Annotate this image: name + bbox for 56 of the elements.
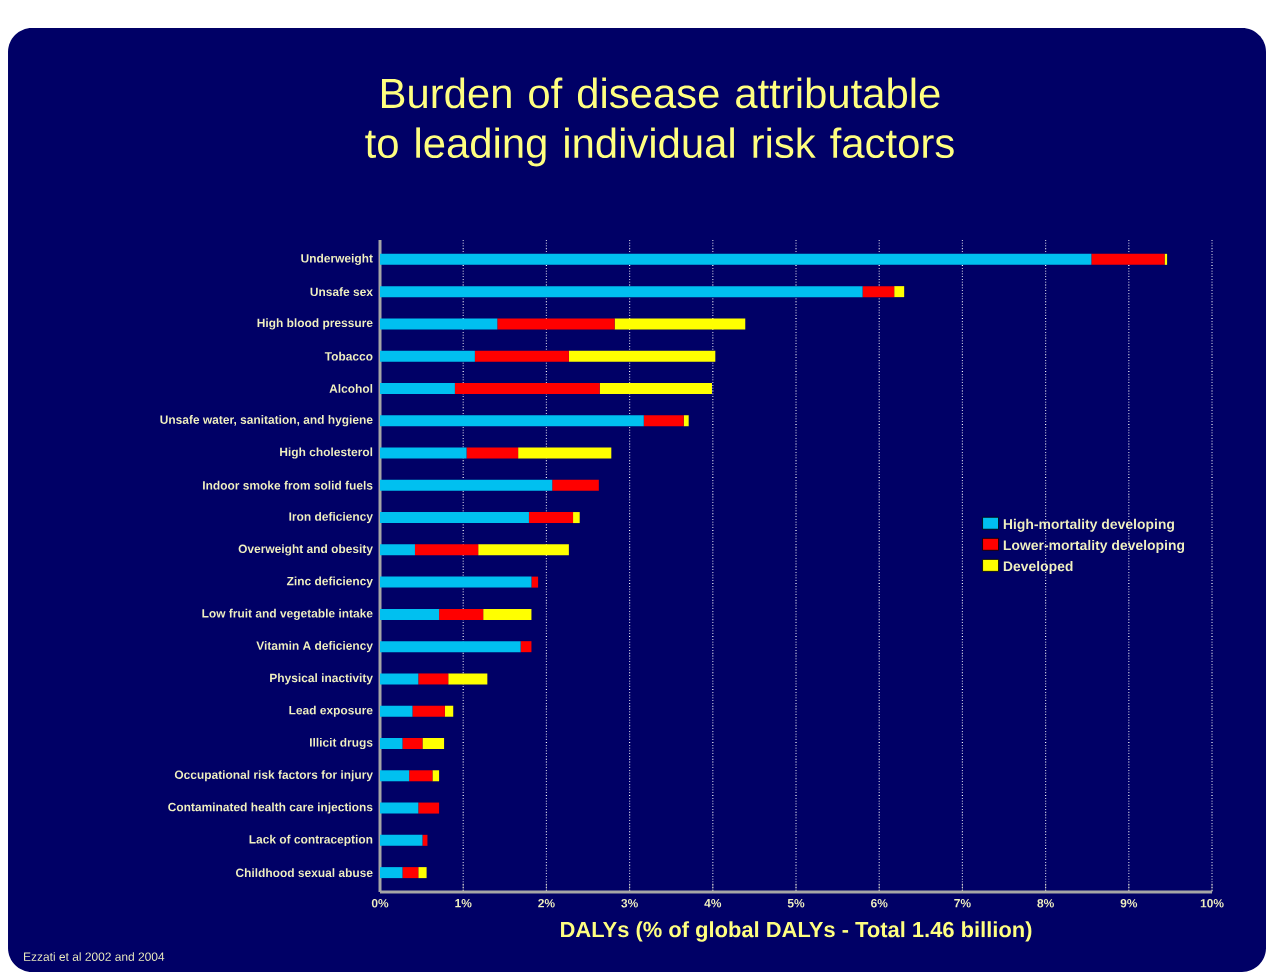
bar	[380, 318, 498, 330]
bar	[599, 382, 712, 394]
bar	[643, 415, 684, 427]
bar	[418, 802, 440, 814]
bar	[380, 253, 1092, 265]
bar	[683, 415, 689, 427]
bar	[380, 512, 529, 524]
bar	[444, 705, 454, 717]
bar	[380, 350, 475, 362]
bar	[478, 544, 569, 556]
bar	[474, 350, 569, 362]
chart-title: Burden of disease attributable to leading individual risk factors	[365, 77, 954, 167]
bar	[518, 447, 612, 459]
bar	[414, 544, 479, 556]
bar	[439, 608, 484, 620]
bar	[380, 415, 644, 427]
bar	[497, 318, 615, 330]
bar	[380, 673, 419, 685]
bar	[380, 544, 415, 556]
bar	[380, 867, 403, 879]
bar	[380, 576, 532, 588]
bar	[380, 479, 553, 491]
bar	[380, 834, 423, 846]
bar	[380, 447, 467, 459]
bar	[380, 382, 455, 394]
bar	[432, 770, 440, 782]
bar	[380, 641, 521, 653]
bar	[380, 802, 419, 814]
bar	[380, 286, 863, 298]
bar	[412, 705, 445, 717]
bar	[422, 834, 428, 846]
bar	[422, 738, 445, 750]
bar	[862, 286, 895, 298]
bar	[1091, 253, 1165, 265]
bar	[380, 608, 440, 620]
bar	[380, 705, 413, 717]
bar	[418, 867, 427, 879]
bar	[520, 641, 532, 653]
bar	[552, 479, 599, 491]
bar	[568, 350, 716, 362]
bar	[614, 318, 746, 330]
bar	[402, 738, 423, 750]
bar	[894, 286, 905, 298]
bar	[402, 867, 419, 879]
bar	[466, 447, 519, 459]
bar	[380, 738, 403, 750]
bar	[448, 673, 488, 685]
bar	[409, 770, 433, 782]
bar	[454, 382, 600, 394]
bar	[418, 673, 449, 685]
x-axis-title: DALYs (% of global DALYs - Total 1.46 billion)	[561, 921, 1032, 942]
bar	[531, 576, 539, 588]
bar	[380, 770, 410, 782]
bar	[528, 512, 574, 524]
bar	[573, 512, 580, 524]
bar	[483, 608, 532, 620]
